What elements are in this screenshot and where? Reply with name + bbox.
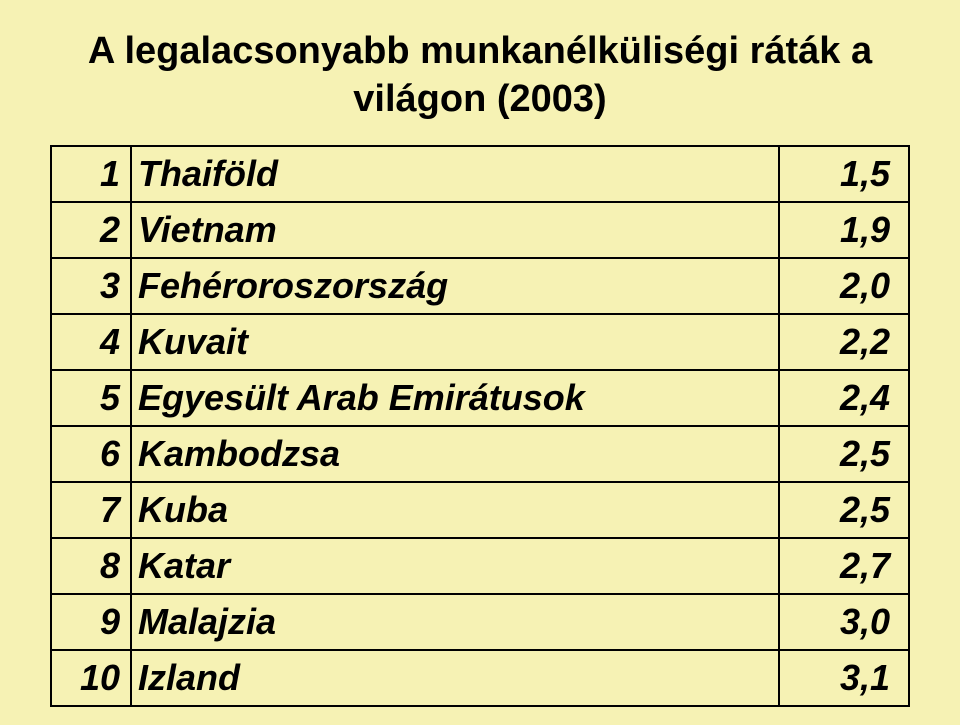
rank-cell: 10 <box>51 650 131 706</box>
value-cell: 2,0 <box>779 258 909 314</box>
table-row: 7 Kuba 2,5 <box>51 482 909 538</box>
table-row: 9 Malajzia 3,0 <box>51 594 909 650</box>
unemployment-table: 1 Thaiföld 1,5 2 Vietnam 1,9 3 Fehéroros… <box>50 145 910 707</box>
rank-cell: 3 <box>51 258 131 314</box>
rank-cell: 8 <box>51 538 131 594</box>
value-cell: 2,4 <box>779 370 909 426</box>
country-cell: Kuvait <box>131 314 779 370</box>
table-row: 6 Kambodzsa 2,5 <box>51 426 909 482</box>
table-row: 8 Katar 2,7 <box>51 538 909 594</box>
country-cell: Fehéroroszország <box>131 258 779 314</box>
rank-cell: 9 <box>51 594 131 650</box>
value-cell: 1,9 <box>779 202 909 258</box>
table-row: 10 Izland 3,1 <box>51 650 909 706</box>
rank-cell: 7 <box>51 482 131 538</box>
value-cell: 2,7 <box>779 538 909 594</box>
table-row: 5 Egyesült Arab Emirátusok 2,4 <box>51 370 909 426</box>
value-cell: 2,2 <box>779 314 909 370</box>
rank-cell: 4 <box>51 314 131 370</box>
value-cell: 2,5 <box>779 426 909 482</box>
title-line-1: A legalacsonyabb munkanélküliségi ráták … <box>88 30 872 72</box>
table-row: 3 Fehéroroszország 2,0 <box>51 258 909 314</box>
country-cell: Kuba <box>131 482 779 538</box>
page: A legalacsonyabb munkanélküliségi ráták … <box>0 0 960 725</box>
country-cell: Vietnam <box>131 202 779 258</box>
table-row: 4 Kuvait 2,2 <box>51 314 909 370</box>
rank-cell: 5 <box>51 370 131 426</box>
value-cell: 3,0 <box>779 594 909 650</box>
title-line-2: világon (2003) <box>353 78 606 120</box>
country-cell: Kambodzsa <box>131 426 779 482</box>
country-cell: Malajzia <box>131 594 779 650</box>
table-row: 2 Vietnam 1,9 <box>51 202 909 258</box>
table-row: 1 Thaiföld 1,5 <box>51 146 909 202</box>
rank-cell: 2 <box>51 202 131 258</box>
value-cell: 1,5 <box>779 146 909 202</box>
value-cell: 2,5 <box>779 482 909 538</box>
rank-cell: 6 <box>51 426 131 482</box>
country-cell: Izland <box>131 650 779 706</box>
rank-cell: 1 <box>51 146 131 202</box>
country-cell: Thaiföld <box>131 146 779 202</box>
country-cell: Egyesült Arab Emirátusok <box>131 370 779 426</box>
page-title: A legalacsonyabb munkanélküliségi ráták … <box>50 28 910 123</box>
country-cell: Katar <box>131 538 779 594</box>
value-cell: 3,1 <box>779 650 909 706</box>
